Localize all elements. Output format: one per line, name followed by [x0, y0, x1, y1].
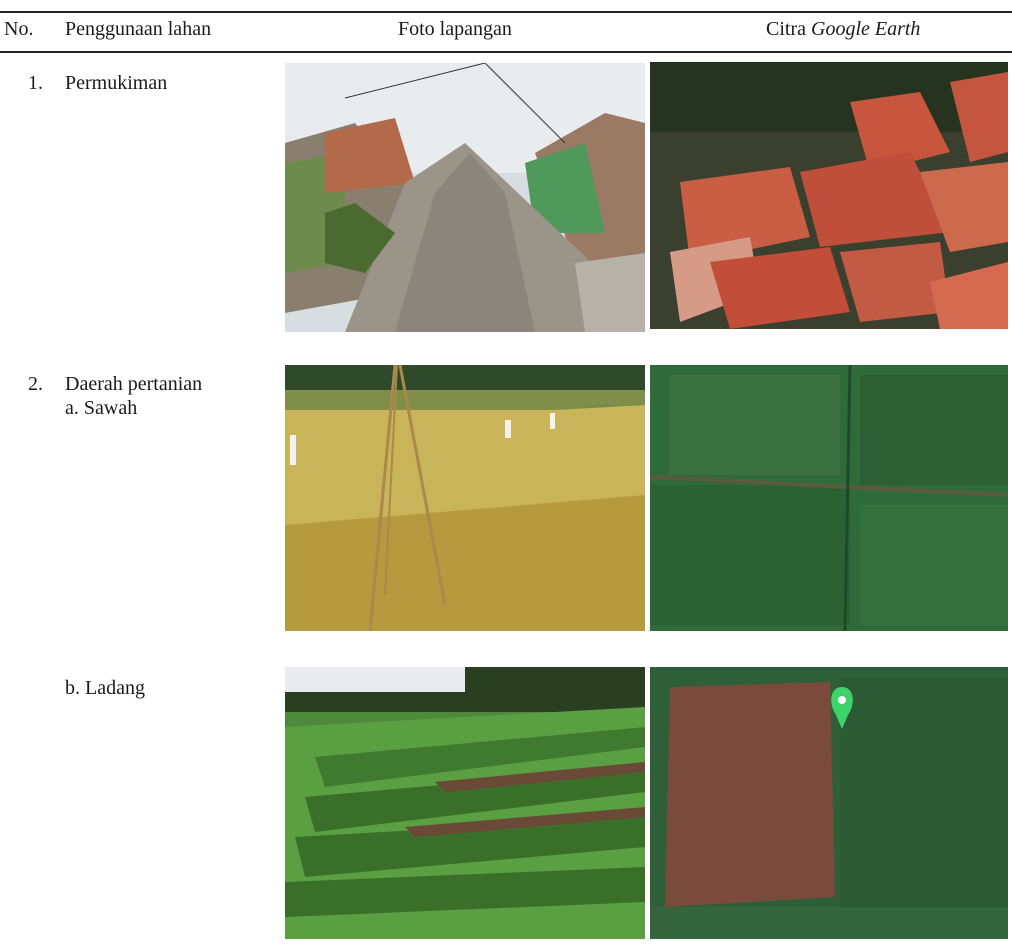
settlement-photo	[285, 63, 645, 332]
header-field-photo: Foto lapangan	[398, 18, 512, 40]
rice-field-photo	[285, 365, 645, 631]
crop-field-satellite	[650, 667, 1008, 939]
row-label: Permukiman	[65, 72, 168, 94]
header-imagery: Citra Google Earth	[766, 17, 920, 41]
header-land-use: Penggunaan lahan	[65, 18, 212, 40]
header-no: No.	[4, 18, 34, 40]
table-header-rule	[0, 51, 1012, 53]
map-pin-icon	[831, 687, 853, 729]
header-imagery-italic: Google Earth	[811, 18, 921, 40]
header-imagery-prefix: Citra	[766, 18, 811, 40]
crop-field-photo	[285, 667, 645, 939]
table-top-rule	[0, 11, 1012, 13]
row-label: Daerah pertanian	[65, 373, 203, 395]
rice-field-satellite	[650, 365, 1008, 631]
row-sublabel: b. Ladang	[65, 677, 145, 699]
row-sublabel: a. Sawah	[65, 397, 138, 419]
settlement-satellite	[650, 62, 1008, 329]
row-number: 2.	[28, 373, 43, 395]
row-number: 1.	[28, 72, 43, 94]
